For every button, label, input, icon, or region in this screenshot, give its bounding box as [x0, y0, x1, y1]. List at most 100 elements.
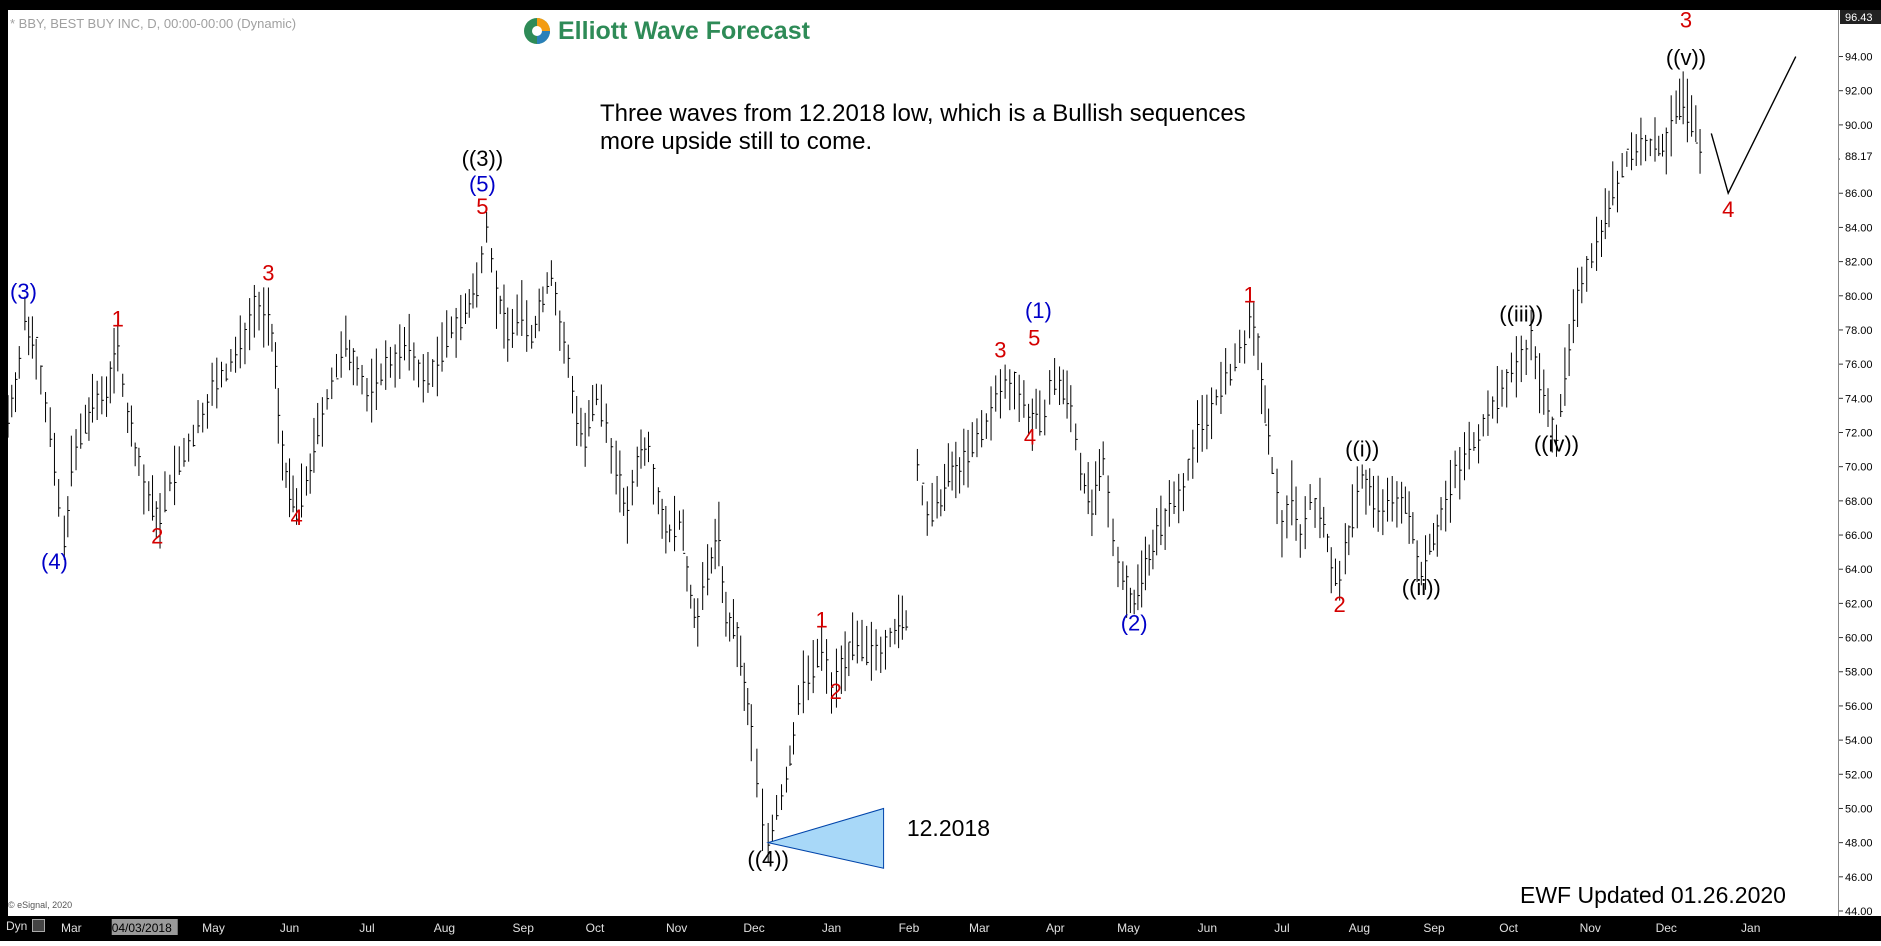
price-bar [844, 631, 848, 692]
price-bar [289, 458, 292, 518]
price-bar [1087, 462, 1091, 515]
price-bar [1173, 481, 1177, 514]
price-bar [1271, 456, 1275, 474]
time-tick: 04/03/2018 [112, 919, 178, 935]
svg-text:70.00: 70.00 [1845, 462, 1873, 474]
price-bar [546, 272, 550, 294]
price-bar [1547, 388, 1551, 427]
price-bar [216, 357, 219, 409]
price-bar [967, 429, 971, 488]
price-bar [1670, 95, 1674, 157]
price-bar [1059, 366, 1062, 405]
price-bar [109, 361, 113, 404]
price-bar [1249, 287, 1252, 339]
price-bar [944, 463, 947, 511]
price-bar [413, 342, 416, 381]
price-tick: 46.00 [1839, 872, 1873, 884]
price-bar [1686, 78, 1690, 143]
price-bar [455, 307, 459, 358]
price-bar [1257, 333, 1261, 371]
svg-text:Nov: Nov [1580, 921, 1601, 935]
logo: Elliott Wave Forecast [522, 16, 810, 46]
time-tick: Mar [61, 921, 82, 935]
price-bar [1141, 550, 1144, 608]
price-bar [848, 641, 851, 677]
price-bar [636, 446, 640, 487]
price-bar [1361, 464, 1365, 489]
price-bar [499, 295, 503, 315]
price-tick: 72.00 [1839, 427, 1873, 439]
price-bar [905, 610, 909, 631]
price-tick: 50.00 [1839, 803, 1873, 815]
price-bar [1695, 105, 1698, 144]
price-bar [1473, 432, 1476, 451]
price-bar [313, 417, 316, 473]
price-bar [588, 400, 591, 437]
price-bar [959, 457, 962, 494]
svg-text:80.00: 80.00 [1845, 291, 1873, 303]
wave-label: 4 [1024, 424, 1036, 449]
price-bar [1675, 90, 1679, 124]
price-bar [349, 339, 352, 371]
price-bar [192, 424, 196, 447]
price-tick: 58.00 [1839, 667, 1873, 679]
time-axis[interactable]: Mar 04/03/2018 May Jun Jul Aug Sep Oct Nov Dec Jan… [0, 916, 1881, 941]
price-bar [1062, 369, 1066, 405]
price-bar [652, 464, 656, 505]
svg-text:60.00: 60.00 [1845, 633, 1873, 645]
price-bar [1601, 219, 1604, 257]
price-bar [1080, 452, 1083, 491]
price-bar [117, 319, 120, 372]
price-bar [292, 475, 296, 513]
price-bar [113, 327, 117, 394]
price-tick: 56.00 [1839, 701, 1873, 713]
price-bar [1348, 525, 1351, 556]
price-bar [436, 336, 440, 397]
price-bar [1309, 484, 1313, 511]
svg-text:Aug: Aug [1349, 921, 1370, 935]
annotation-line-2: more upside still to come. [600, 128, 873, 155]
price-bar [1281, 510, 1284, 558]
svg-text:72.00: 72.00 [1845, 427, 1873, 439]
price-bar [619, 450, 622, 513]
price-bar [1640, 117, 1643, 166]
projection-path [1710, 56, 1797, 196]
price-axis[interactable]: 44.00 46.00 48.00 50.00 52.00 54.00 56.00 58.00… [1838, 10, 1881, 918]
price-bar [67, 496, 70, 538]
price-bar [1351, 484, 1355, 538]
dynamic-toggle[interactable] [32, 919, 45, 932]
price-bar [1604, 188, 1608, 240]
price-bar [271, 323, 274, 352]
price-bar [901, 595, 905, 640]
price-bar [152, 475, 155, 521]
time-tick: Aug [434, 921, 455, 935]
price-bar [1658, 135, 1661, 157]
price-bar [80, 413, 83, 449]
price-bar [274, 342, 278, 389]
svg-text:46.00: 46.00 [1845, 872, 1873, 884]
price-bar [884, 629, 888, 670]
copyright: © eSignal, 2020 [8, 900, 73, 910]
annotation-line-1: Three waves from 12.2018 low, which is a… [600, 100, 1246, 127]
price-bar [1525, 339, 1529, 375]
price-bar [940, 489, 943, 517]
price-bar [1699, 129, 1703, 174]
price-bar [1014, 371, 1017, 410]
svg-text:44.00: 44.00 [1845, 906, 1873, 916]
price-bar [1044, 399, 1047, 436]
price-bar [605, 403, 609, 443]
dynamic-mode-label[interactable]: Dyn [6, 919, 28, 933]
price-bar [1416, 540, 1420, 583]
price-bar [648, 431, 651, 463]
wave-label: 2 [151, 524, 163, 549]
price-bar [221, 361, 224, 388]
price-tick: 74.00 [1839, 393, 1873, 405]
time-tick: Oct [586, 921, 605, 935]
price-bar [169, 474, 172, 492]
price-bar [1436, 514, 1440, 557]
wave-label: 2 [830, 679, 842, 704]
price-bar [1261, 362, 1264, 415]
price-bar [835, 648, 839, 708]
price-bar [285, 462, 289, 488]
